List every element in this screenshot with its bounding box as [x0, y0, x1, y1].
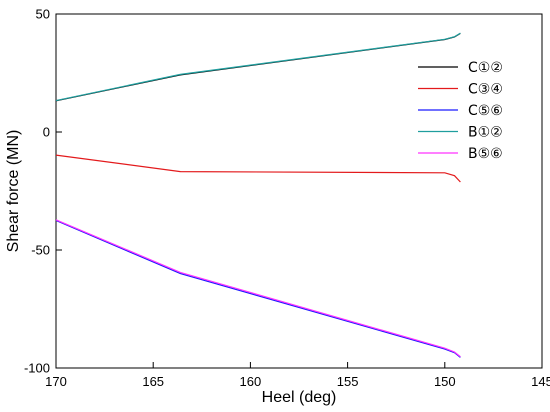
x-tick-label: 170 — [45, 374, 67, 389]
legend-label: B①② — [468, 125, 503, 141]
y-tick-label: 50 — [36, 7, 50, 22]
series-line-1 — [55, 32, 461, 102]
legend: C①② C③④ C⑤⑥ B①② B⑤⑥ — [418, 60, 503, 162]
legend-label: B⑤⑥ — [468, 146, 503, 162]
x-axis-label: Heel (deg) — [262, 389, 337, 406]
axis-ticks: 170 165 160 155 150 145 50 0 -50 -100 — [24, 7, 550, 390]
x-tick-label: 145 — [531, 374, 550, 389]
series-lines — [55, 32, 461, 358]
series-line-5 — [55, 219, 461, 358]
legend-label: C①② — [468, 60, 503, 76]
legend-label: C③④ — [468, 82, 503, 98]
plot-frame — [55, 13, 543, 369]
y-tick-label: 0 — [43, 125, 50, 140]
x-tick-label: 160 — [240, 374, 262, 389]
x-tick-label: 150 — [434, 374, 456, 389]
series-line-2 — [55, 154, 461, 183]
legend-label: C⑤⑥ — [468, 103, 503, 119]
y-axis-label: Shear force (MN) — [5, 130, 22, 253]
series-line-4 — [55, 32, 461, 102]
series-line-3 — [55, 219, 461, 358]
y-tick-label: -100 — [24, 361, 50, 376]
x-tick-label: 165 — [142, 374, 164, 389]
x-tick-label: 155 — [337, 374, 359, 389]
y-tick-label: -50 — [31, 243, 50, 258]
